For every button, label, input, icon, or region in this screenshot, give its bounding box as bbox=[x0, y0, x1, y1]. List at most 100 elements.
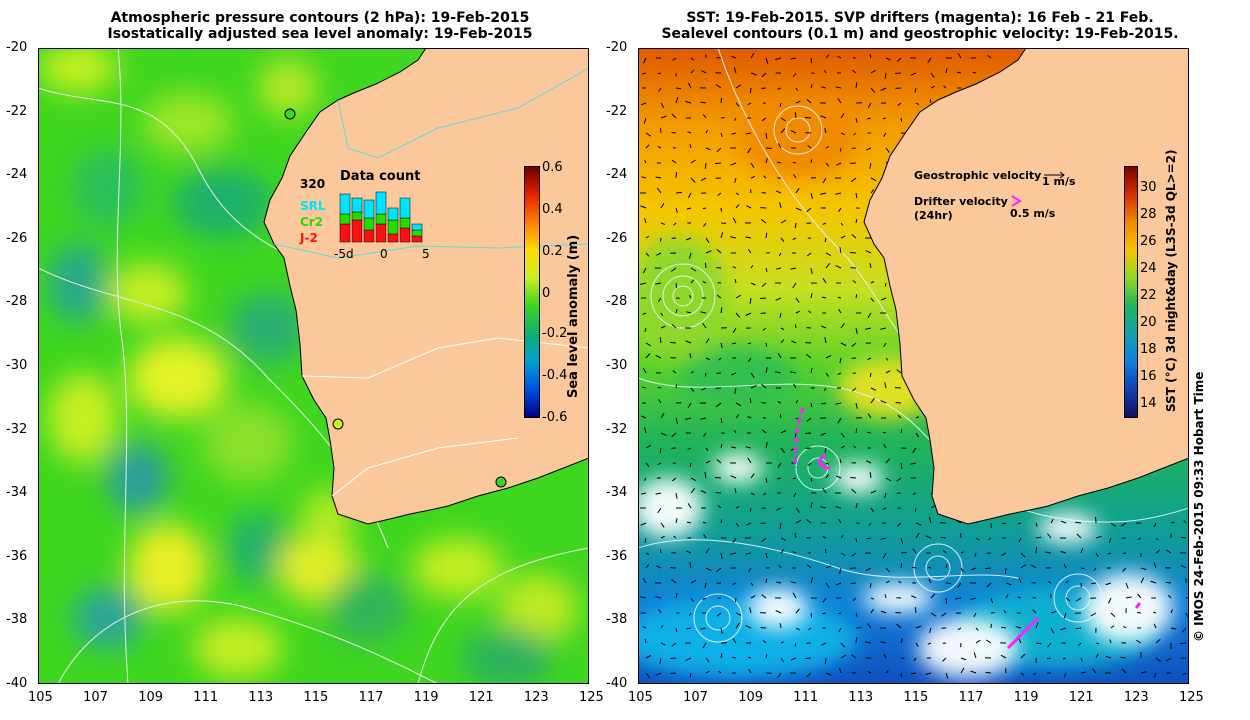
velocity-arrow bbox=[810, 477, 813, 482]
velocity-arrow bbox=[900, 117, 903, 122]
velocity-arrow bbox=[670, 267, 677, 272]
drifter-scale-label: 0.5 m/s bbox=[1010, 207, 1056, 220]
velocity-arrow bbox=[656, 252, 662, 256]
velocity-arrow bbox=[808, 627, 812, 631]
velocity-arrow bbox=[824, 548, 827, 554]
velocity-arrow bbox=[1063, 672, 1067, 678]
velocity-arrow bbox=[640, 522, 647, 526]
velocity-arrow bbox=[732, 537, 737, 544]
velocity-arrow bbox=[660, 127, 662, 134]
velocity-arrow bbox=[880, 400, 887, 404]
velocity-arrow bbox=[790, 129, 797, 134]
velocity-arrow bbox=[644, 427, 647, 434]
velocity-arrow bbox=[779, 312, 782, 318]
velocity-arrow bbox=[855, 117, 858, 123]
velocity-arrow bbox=[735, 204, 740, 209]
velocity-arrow bbox=[720, 519, 723, 524]
velocity-arrow bbox=[685, 340, 692, 344]
velocity-arrow bbox=[851, 488, 857, 494]
velocity-arrow bbox=[671, 324, 677, 329]
velocity-arrow bbox=[835, 402, 842, 405]
velocity-arrow bbox=[657, 87, 662, 92]
velocity-arrow bbox=[645, 564, 650, 569]
velocity-arrow bbox=[685, 550, 692, 554]
velocity-arrow bbox=[750, 72, 757, 76]
velocity-arrow bbox=[730, 162, 737, 166]
velocity-arrow bbox=[660, 625, 664, 629]
velocity-arrow bbox=[855, 82, 858, 89]
velocity-arrow bbox=[645, 552, 650, 555]
velocity-arrow bbox=[804, 116, 812, 119]
velocity-arrow bbox=[672, 370, 677, 374]
velocity-arrow bbox=[930, 72, 935, 78]
velocity-arrow bbox=[750, 595, 756, 599]
velocity-arrow bbox=[804, 432, 812, 434]
velocity-arrow bbox=[898, 580, 902, 584]
velocity-arrow bbox=[735, 612, 742, 616]
velocity-arrow bbox=[1035, 536, 1042, 539]
velocity-arrow bbox=[701, 70, 707, 74]
velocity-arrow bbox=[720, 207, 722, 212]
left-lon-tick: 117 bbox=[358, 690, 384, 705]
velocity-arrow bbox=[1020, 552, 1026, 558]
velocity-arrow bbox=[839, 567, 842, 574]
velocity-arrow bbox=[839, 147, 842, 152]
velocity-arrow bbox=[896, 477, 902, 482]
velocity-arrow bbox=[896, 57, 902, 62]
velocity-arrow bbox=[761, 72, 767, 78]
velocity-arrow bbox=[1181, 627, 1187, 633]
right-lat-tick: -40 bbox=[606, 676, 628, 691]
velocity-arrow bbox=[687, 402, 692, 409]
velocity-arrow bbox=[915, 432, 919, 438]
velocity-arrow bbox=[840, 552, 846, 556]
velocity-arrow bbox=[732, 327, 737, 333]
velocity-arrow bbox=[700, 177, 707, 182]
velocity-arrow bbox=[658, 609, 662, 614]
drifter-scale-arrow bbox=[1011, 195, 1022, 207]
velocity-arrow bbox=[776, 477, 782, 480]
velocity-arrow bbox=[660, 413, 665, 419]
velocity-arrow bbox=[675, 172, 678, 179]
inset-bars bbox=[339, 191, 423, 243]
velocity-arrow bbox=[1020, 653, 1026, 659]
velocity-arrow bbox=[851, 387, 857, 392]
velocity-arrow bbox=[810, 293, 813, 299]
velocity-arrow bbox=[911, 595, 917, 599]
velocity-arrow bbox=[705, 548, 710, 554]
velocity-arrow bbox=[1120, 656, 1127, 659]
velocity-arrow bbox=[671, 432, 677, 438]
velocity-arrow bbox=[914, 607, 917, 614]
velocity-arrow bbox=[822, 487, 827, 494]
velocity-arrow bbox=[790, 581, 797, 584]
velocity-arrow bbox=[686, 237, 692, 241]
velocity-arrow bbox=[655, 492, 662, 495]
velocity-arrow bbox=[990, 597, 994, 604]
tide-gauge-marker bbox=[284, 108, 296, 120]
left-lon-tick: 123 bbox=[523, 690, 549, 705]
velocity-arrow bbox=[895, 611, 902, 614]
geostrophic-scale-label: 1 m/s bbox=[1042, 175, 1076, 188]
velocity-arrow bbox=[1080, 548, 1084, 554]
velocity-arrow bbox=[1033, 672, 1037, 676]
sst-tick-4: 22 bbox=[1140, 288, 1157, 303]
velocity-arrow bbox=[720, 627, 723, 634]
velocity-arrow bbox=[1155, 537, 1159, 541]
velocity-arrow bbox=[660, 312, 664, 316]
velocity-arrow bbox=[822, 597, 827, 603]
velocity-arrow bbox=[705, 357, 711, 361]
velocity-arrow bbox=[1060, 520, 1067, 524]
velocity-arrow bbox=[730, 475, 737, 479]
velocity-arrow bbox=[1047, 533, 1052, 539]
right-lon-tick: 119 bbox=[1013, 690, 1039, 705]
velocity-arrow bbox=[777, 462, 782, 468]
velocity-arrow bbox=[870, 69, 876, 74]
velocity-arrow bbox=[885, 57, 891, 61]
velocity-arrow bbox=[775, 371, 782, 374]
velocity-arrow bbox=[704, 262, 707, 269]
velocity-arrow bbox=[685, 417, 692, 420]
velocity-arrow bbox=[660, 115, 667, 119]
velocity-arrow bbox=[929, 627, 932, 634]
velocity-arrow bbox=[720, 552, 723, 559]
velocity-arrow bbox=[655, 282, 662, 285]
velocity-arrow bbox=[776, 267, 782, 270]
